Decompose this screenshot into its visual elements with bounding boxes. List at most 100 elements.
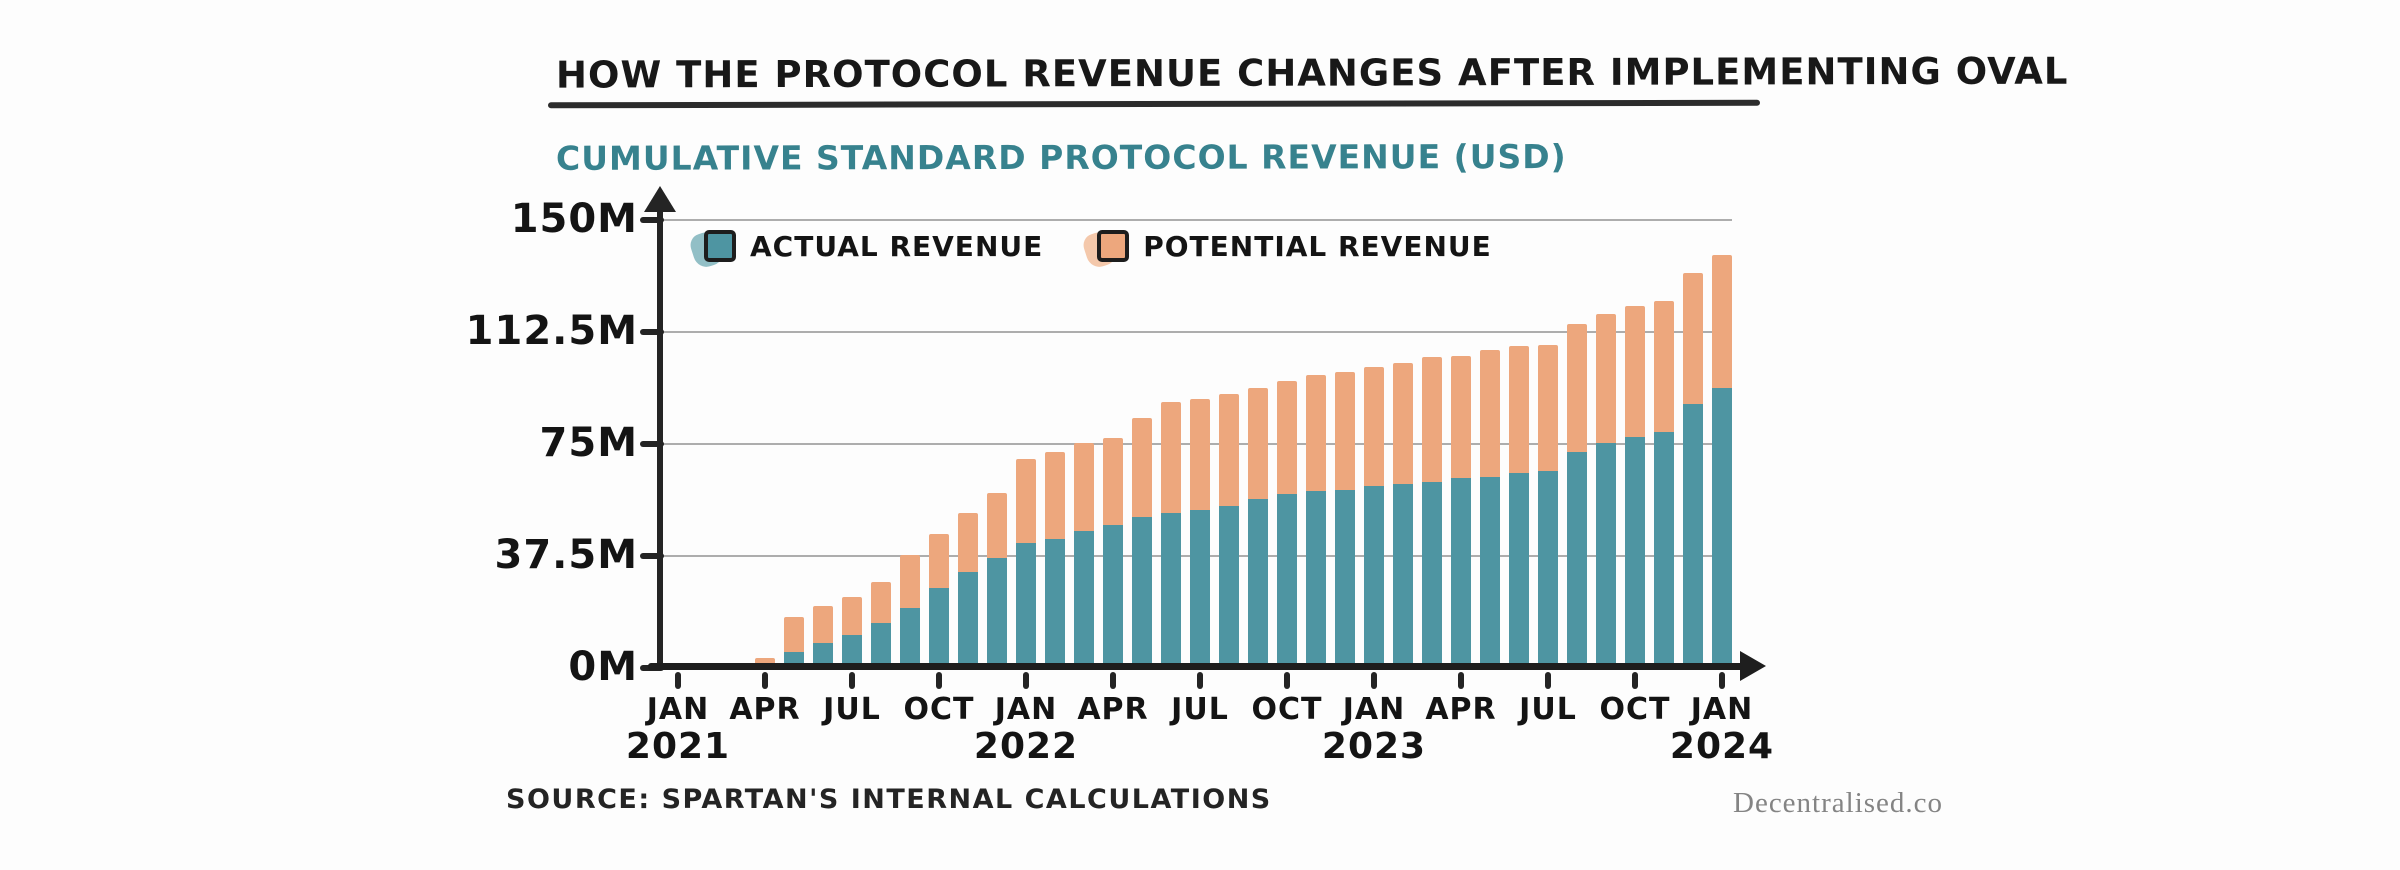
bar-potential-May 2023 <box>1480 350 1500 477</box>
chart-subtitle: CUMULATIVE STANDARD PROTOCOL REVENUE (US… <box>555 137 1567 178</box>
bar-actual-Nov 2022 <box>1306 491 1326 668</box>
x-axis-label-year: 2023 <box>1321 726 1427 767</box>
bar-actual-Apr 2023 <box>1451 478 1471 668</box>
x-axis-label-month: JAN <box>646 692 710 727</box>
x-tick-JAN2024 <box>1719 672 1725 689</box>
bar-actual-Feb 2023 <box>1393 483 1413 668</box>
bar-actual-Oct 2022 <box>1277 494 1297 668</box>
bar-actual-Aug 2022 <box>1219 505 1239 668</box>
x-tick-APR <box>1458 672 1464 689</box>
bar-actual-Sep 2022 <box>1248 498 1268 668</box>
bar-potential-Nov 2021 <box>958 512 978 573</box>
bar-actual-Feb 2022 <box>1045 538 1065 668</box>
bar-potential-Aug 2023 <box>1567 323 1587 453</box>
x-axis-label-month: JAN <box>1690 692 1754 727</box>
bar-actual-Jul 2022 <box>1190 509 1210 668</box>
y-axis-label-150M: 150M <box>510 196 638 242</box>
page-title: HOW THE PROTOCOL REVENUE CHANGES AFTER I… <box>555 49 2069 97</box>
bar-potential-Feb 2022 <box>1045 451 1065 539</box>
bar-potential-Nov 2022 <box>1306 375 1326 492</box>
bar-actual-Nov 2021 <box>958 572 978 668</box>
bar-actual-Jun 2021 <box>813 642 833 668</box>
bar-actual-May 2022 <box>1132 516 1152 668</box>
source-note: SOURCE: SPARTAN'S INTERNAL CALCULATIONS <box>506 784 1272 815</box>
x-tick-APR <box>1110 672 1116 689</box>
x-axis-label-month: OCT <box>1251 692 1323 727</box>
bar-actual-Dec 2021 <box>987 557 1007 668</box>
legend-label: POTENTIAL REVENUE <box>1143 229 1492 263</box>
bar-potential-Feb 2023 <box>1393 362 1413 484</box>
bar-actual-Aug 2021 <box>871 622 891 668</box>
bar-potential-Aug 2022 <box>1219 393 1239 506</box>
bar-actual-Oct 2021 <box>929 588 949 668</box>
bar-potential-May 2021 <box>784 616 804 652</box>
potential-revenue-swatch-icon <box>1080 226 1130 271</box>
bar-potential-Sep 2021 <box>900 554 920 608</box>
y-tick-112.5M <box>640 329 664 335</box>
x-tick-APR <box>762 672 768 689</box>
legend-label: ACTUAL REVENUE <box>750 229 1044 263</box>
legend-item-actual-revenue: ACTUAL REVENUE <box>687 226 1044 271</box>
x-axis-label-month: APR <box>1425 692 1497 727</box>
x-axis-label-month: OCT <box>903 692 975 727</box>
bar-potential-Jun 2022 <box>1161 401 1181 513</box>
bar-potential-Apr 2023 <box>1451 356 1471 479</box>
y-tick-75M <box>640 441 664 447</box>
x-axis-label-month: JAN <box>1342 692 1406 727</box>
bar-actual-Sep 2021 <box>900 607 920 668</box>
x-tick-JUL <box>1545 672 1551 689</box>
x-axis-label-year: 2022 <box>973 726 1079 767</box>
watermark: Decentralised.co <box>1733 787 1944 819</box>
y-axis-label-37.5M: 37.5M <box>494 532 638 578</box>
bar-potential-Apr 2022 <box>1103 438 1123 526</box>
x-axis-label-month: APR <box>1077 692 1149 727</box>
bar-actual-Oct 2023 <box>1625 437 1645 668</box>
legend-item-potential-revenue: POTENTIAL REVENUE <box>1080 226 1492 271</box>
bar-actual-May 2023 <box>1480 476 1500 668</box>
gridline-150M <box>662 219 1732 221</box>
x-tick-JAN2021 <box>675 672 681 689</box>
bar-potential-Sep 2022 <box>1248 387 1268 499</box>
y-axis-label-0M: 0M <box>568 644 638 690</box>
bar-potential-Jan 2024 <box>1712 254 1732 388</box>
chart-legend: ACTUAL REVENUE POTENTIAL REVENUE <box>687 226 1492 271</box>
x-axis-line <box>648 663 1744 670</box>
actual-revenue-swatch-icon <box>687 226 736 271</box>
y-axis-label-75M: 75M <box>539 420 638 466</box>
x-tick-JAN2023 <box>1371 672 1377 689</box>
x-tick-OCT <box>936 672 942 689</box>
bar-actual-Aug 2023 <box>1567 452 1587 668</box>
bar-actual-Nov 2023 <box>1654 431 1674 668</box>
x-axis-label-month: JUL <box>1519 692 1577 727</box>
bar-potential-Jul 2021 <box>842 596 862 636</box>
bar-potential-Dec 2022 <box>1335 372 1355 491</box>
x-tick-JAN2022 <box>1023 672 1029 689</box>
bar-actual-Mar 2023 <box>1422 482 1442 668</box>
gridline-112.5M <box>662 331 1732 333</box>
x-axis-label-month: JUL <box>823 692 881 727</box>
bar-actual-Jun 2023 <box>1509 472 1529 668</box>
bar-actual-Jan 2023 <box>1364 486 1384 668</box>
bar-actual-Jan 2022 <box>1016 543 1036 668</box>
title-underline <box>547 99 1761 109</box>
x-axis-label-year: 2024 <box>1669 726 1775 767</box>
bar-actual-Jan 2024 <box>1712 387 1732 668</box>
x-axis-label-month: JAN <box>994 692 1058 727</box>
y-tick-150M <box>640 217 664 223</box>
bar-potential-Jun 2023 <box>1509 346 1529 473</box>
bar-potential-Apr 2021 <box>755 657 775 664</box>
bar-potential-Dec 2023 <box>1683 273 1703 405</box>
y-axis-arrow-icon <box>644 186 676 212</box>
x-tick-OCT <box>1284 672 1290 689</box>
x-axis-label-month: JUL <box>1171 692 1229 727</box>
x-tick-JUL <box>1197 672 1203 689</box>
bar-potential-Oct 2023 <box>1625 306 1645 438</box>
bar-potential-Jun 2021 <box>813 605 833 643</box>
y-axis-line <box>657 206 663 668</box>
y-tick-37.5M <box>640 553 664 559</box>
bar-actual-Jul 2023 <box>1538 471 1558 668</box>
bar-potential-Aug 2021 <box>871 581 891 623</box>
bar-actual-Sep 2023 <box>1596 443 1616 668</box>
bar-potential-Oct 2021 <box>929 533 949 589</box>
